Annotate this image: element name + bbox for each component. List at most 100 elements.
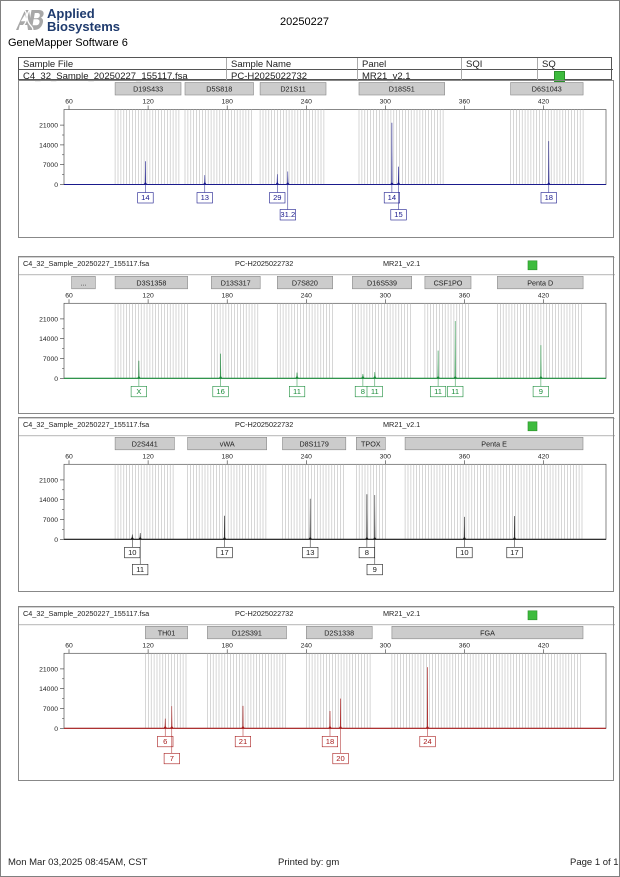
svg-text:Biosystems: Biosystems — [47, 19, 120, 34]
svg-text:240: 240 — [301, 99, 313, 106]
svg-text:9: 9 — [373, 565, 377, 574]
svg-text:300: 300 — [380, 292, 392, 299]
svg-text:240: 240 — [301, 642, 313, 649]
svg-text:360: 360 — [459, 453, 471, 460]
svg-text:24: 24 — [423, 737, 431, 746]
svg-text:21000: 21000 — [39, 316, 58, 323]
svg-text:360: 360 — [459, 99, 471, 106]
svg-text:PC-H2025022732: PC-H2025022732 — [235, 609, 293, 618]
svg-text:360: 360 — [459, 292, 471, 299]
svg-text:D2S441: D2S441 — [132, 439, 158, 448]
svg-text:420: 420 — [538, 642, 550, 649]
svg-text:MR21_v2.1: MR21_v2.1 — [383, 609, 420, 618]
svg-text:10: 10 — [128, 548, 136, 557]
svg-text:29: 29 — [273, 193, 281, 202]
svg-text:180: 180 — [222, 99, 234, 106]
svg-text:20: 20 — [336, 754, 344, 763]
svg-text:60: 60 — [65, 99, 73, 106]
svg-text:21: 21 — [239, 737, 247, 746]
svg-text:0: 0 — [54, 182, 58, 189]
svg-text:21000: 21000 — [39, 477, 58, 484]
svg-text:0: 0 — [54, 376, 58, 383]
svg-text:CSF1PO: CSF1PO — [434, 278, 463, 287]
svg-text:D8S1179: D8S1179 — [299, 439, 328, 448]
svg-text:9: 9 — [539, 387, 543, 396]
svg-text:10: 10 — [460, 548, 468, 557]
svg-text:MR21_v2.1: MR21_v2.1 — [383, 420, 420, 429]
svg-text:...: ... — [81, 278, 87, 287]
svg-text:PC-H2025022732: PC-H2025022732 — [235, 420, 293, 429]
svg-text:D6S1043: D6S1043 — [532, 85, 562, 94]
svg-text:180: 180 — [222, 292, 234, 299]
svg-text:C4_32_Sample_20250227_155117.f: C4_32_Sample_20250227_155117.fsa — [23, 420, 150, 429]
svg-text:60: 60 — [65, 453, 73, 460]
svg-text:60: 60 — [65, 292, 73, 299]
svg-text:11: 11 — [136, 565, 144, 574]
svg-text:17: 17 — [510, 548, 518, 557]
svg-text:D5S818: D5S818 — [206, 85, 232, 94]
svg-text:6: 6 — [163, 737, 167, 746]
svg-text:7000: 7000 — [43, 356, 58, 363]
svg-text:11: 11 — [293, 387, 301, 396]
svg-text:16: 16 — [216, 387, 224, 396]
svg-text:11: 11 — [371, 387, 379, 396]
svg-text:C4_32_Sample_20250227_155117.f: C4_32_Sample_20250227_155117.fsa — [23, 259, 150, 268]
svg-text:D21S11: D21S11 — [280, 85, 305, 94]
svg-text:0: 0 — [54, 726, 58, 733]
svg-text:FGA: FGA — [480, 628, 495, 637]
svg-text:300: 300 — [380, 453, 392, 460]
svg-text:14000: 14000 — [39, 686, 58, 693]
svg-text:8: 8 — [365, 548, 369, 557]
svg-text:PC-H2025022732: PC-H2025022732 — [235, 259, 293, 268]
svg-text:120: 120 — [142, 99, 154, 106]
svg-text:18: 18 — [326, 737, 334, 746]
svg-text:15: 15 — [394, 210, 402, 219]
svg-text:Penta D: Penta D — [527, 278, 553, 287]
svg-text:14: 14 — [388, 193, 396, 202]
svg-text:11: 11 — [451, 387, 459, 396]
svg-text:D7S820: D7S820 — [292, 278, 318, 287]
svg-text:420: 420 — [538, 99, 550, 106]
svg-text:17: 17 — [220, 548, 228, 557]
svg-text:D12S391: D12S391 — [232, 628, 262, 637]
svg-text:300: 300 — [380, 99, 392, 106]
svg-text:7: 7 — [170, 754, 174, 763]
svg-text:21000: 21000 — [39, 666, 58, 673]
svg-text:120: 120 — [142, 292, 154, 299]
svg-text:TPOX: TPOX — [361, 439, 381, 448]
svg-text:14: 14 — [141, 193, 149, 202]
svg-text:300: 300 — [380, 642, 392, 649]
svg-text:D18S51: D18S51 — [389, 85, 415, 94]
svg-text:7000: 7000 — [43, 706, 58, 713]
svg-text:13: 13 — [201, 193, 209, 202]
svg-text:240: 240 — [301, 292, 313, 299]
svg-text:14000: 14000 — [39, 336, 58, 343]
svg-text:Penta E: Penta E — [481, 439, 507, 448]
svg-text:7000: 7000 — [43, 162, 58, 169]
svg-text:420: 420 — [538, 453, 550, 460]
svg-text:18: 18 — [545, 193, 553, 202]
svg-text:21000: 21000 — [39, 123, 58, 130]
svg-text:MR21_v2.1: MR21_v2.1 — [383, 259, 420, 268]
svg-text:120: 120 — [142, 642, 154, 649]
svg-text:C4_32_Sample_20250227_155117.f: C4_32_Sample_20250227_155117.fsa — [23, 609, 150, 618]
svg-text:8: 8 — [361, 387, 365, 396]
svg-text:240: 240 — [301, 453, 313, 460]
svg-text:360: 360 — [459, 642, 471, 649]
svg-text:180: 180 — [222, 453, 234, 460]
svg-text:D2S1338: D2S1338 — [324, 628, 354, 637]
svg-text:D13S317: D13S317 — [221, 278, 251, 287]
svg-text:D16S539: D16S539 — [367, 278, 397, 287]
svg-text:180: 180 — [222, 642, 234, 649]
svg-text:7000: 7000 — [43, 517, 58, 524]
svg-text:0: 0 — [54, 537, 58, 544]
svg-text:13: 13 — [306, 548, 314, 557]
svg-text:D3S1358: D3S1358 — [136, 278, 166, 287]
svg-text:60: 60 — [65, 642, 73, 649]
svg-text:14000: 14000 — [39, 497, 58, 504]
svg-text:420: 420 — [538, 292, 550, 299]
svg-text:31.2: 31.2 — [280, 210, 295, 219]
svg-text:TH01: TH01 — [158, 628, 176, 637]
svg-text:11: 11 — [434, 387, 442, 396]
svg-text:D19S433: D19S433 — [133, 85, 163, 94]
